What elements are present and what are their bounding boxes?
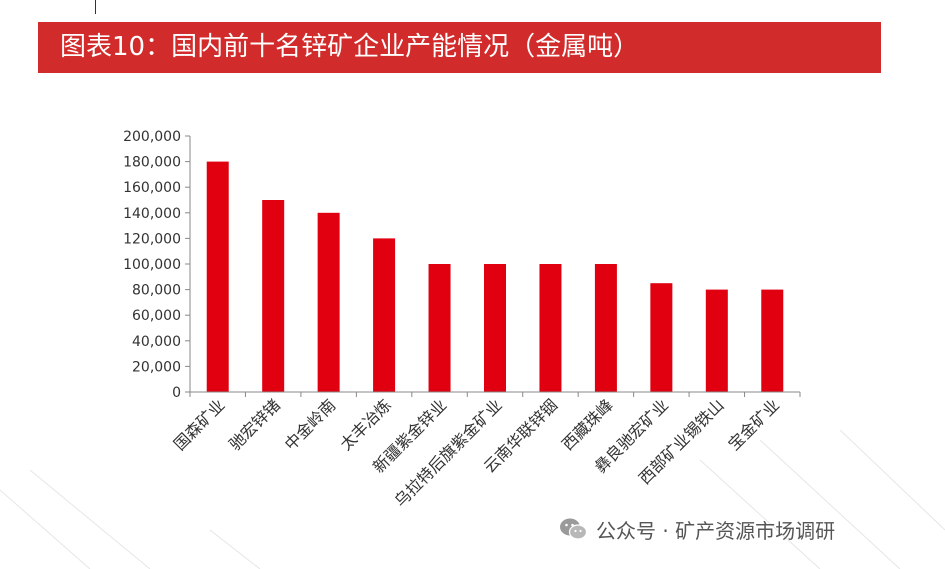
y-tick-label: 140,000 — [123, 206, 181, 222]
chart-header-banner: 图表10：国内前十名锌矿企业产能情况（金属吨） — [38, 22, 881, 73]
x-tick-label: 国森矿业 — [170, 395, 229, 454]
x-tick-label: 驰宏锌锗 — [225, 395, 284, 454]
bars — [206, 161, 784, 392]
y-tick-label: 0 — [172, 385, 181, 401]
watermark-text: 公众号 · 矿产资源市场调研 — [596, 518, 836, 543]
bar — [262, 200, 285, 392]
bar — [206, 161, 229, 392]
wechat-icon — [560, 518, 588, 540]
y-tick-label: 60,000 — [132, 308, 181, 324]
chart-header-title: 图表10：国内前十名锌矿企业产能情况（金属吨） — [60, 32, 640, 62]
y-tick-label: 120,000 — [123, 231, 181, 247]
bar — [428, 264, 451, 392]
y-axis: 0 20,000 40,000 60,000 80,000 100,000 120,000 1… — [123, 129, 191, 401]
bar — [539, 264, 562, 392]
x-tick-label: 中金岭南 — [281, 395, 340, 454]
bar — [761, 289, 784, 392]
y-tick-label: 160,000 — [123, 180, 181, 196]
y-tick-label: 180,000 — [123, 155, 181, 171]
bar — [373, 238, 396, 392]
x-tick-label: 宝金矿业 — [724, 395, 783, 454]
bar — [650, 283, 673, 392]
bar — [705, 289, 728, 392]
y-tick-label: 40,000 — [132, 334, 181, 350]
y-tick-label: 80,000 — [132, 283, 181, 299]
top-divider-line — [95, 0, 96, 14]
x-axis: 国森矿业驰宏锌锗中金岭南太丰冶炼新疆紫金锌业乌拉特后旗紫金矿业云南华联锌铟西藏珠… — [170, 391, 801, 511]
watermark: 公众号 · 矿产资源市场调研 — [558, 512, 835, 546]
bar — [317, 212, 340, 392]
bar — [484, 264, 506, 392]
y-tick-label: 100,000 — [123, 257, 181, 273]
y-tick-label: 20,000 — [132, 359, 181, 375]
bar — [594, 264, 617, 392]
y-tick-label: 200,000 — [123, 129, 181, 145]
x-tick-label: 乌拉特后旗紫金矿业 — [391, 395, 506, 510]
